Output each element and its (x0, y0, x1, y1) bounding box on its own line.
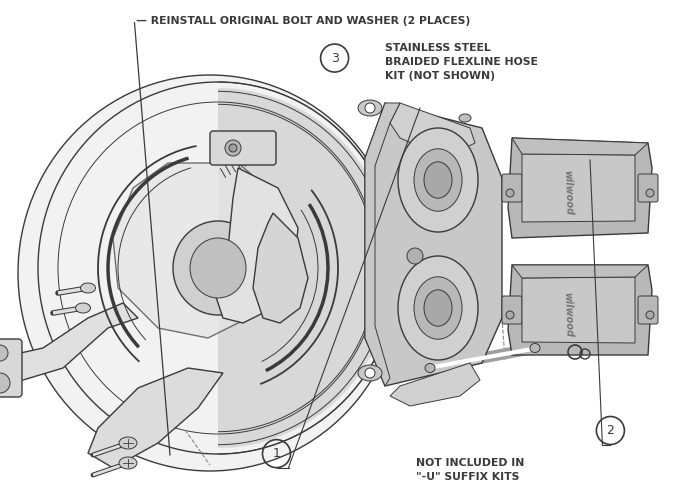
Text: "-U" SUFFIX KITS: "-U" SUFFIX KITS (416, 472, 520, 483)
Circle shape (0, 373, 10, 393)
Circle shape (646, 189, 654, 197)
Text: 2: 2 (606, 424, 615, 437)
FancyBboxPatch shape (0, 339, 22, 397)
Ellipse shape (119, 437, 137, 449)
Ellipse shape (414, 277, 462, 339)
Circle shape (365, 368, 375, 378)
Ellipse shape (398, 256, 478, 360)
Ellipse shape (358, 365, 382, 381)
Polygon shape (113, 163, 288, 338)
Ellipse shape (80, 283, 95, 293)
Ellipse shape (358, 100, 382, 116)
FancyBboxPatch shape (502, 174, 522, 202)
Ellipse shape (530, 343, 540, 352)
Polygon shape (508, 265, 652, 355)
Polygon shape (0, 303, 138, 383)
Ellipse shape (190, 238, 246, 298)
Text: STAINLESS STEEL: STAINLESS STEEL (385, 43, 491, 53)
Text: BRAIDED FLEXLINE HOSE: BRAIDED FLEXLINE HOSE (385, 57, 538, 67)
Text: wilwood: wilwood (562, 170, 574, 216)
Ellipse shape (424, 290, 452, 326)
Ellipse shape (414, 149, 462, 211)
Circle shape (0, 345, 8, 361)
Ellipse shape (173, 221, 263, 315)
Circle shape (646, 311, 654, 319)
Polygon shape (512, 265, 648, 278)
Polygon shape (218, 88, 393, 448)
Polygon shape (365, 103, 502, 386)
Polygon shape (213, 168, 298, 323)
Circle shape (229, 144, 237, 152)
Circle shape (506, 311, 514, 319)
Ellipse shape (459, 114, 471, 122)
Polygon shape (512, 138, 648, 155)
Circle shape (407, 248, 423, 264)
Polygon shape (522, 277, 635, 343)
Circle shape (506, 189, 514, 197)
Polygon shape (390, 103, 475, 158)
Ellipse shape (398, 128, 478, 232)
Polygon shape (365, 103, 400, 386)
Polygon shape (508, 138, 652, 238)
Ellipse shape (76, 303, 90, 313)
Text: — REINSTALL ORIGINAL BOLT AND WASHER (2 PLACES): — REINSTALL ORIGINAL BOLT AND WASHER (2 … (136, 16, 470, 26)
Ellipse shape (424, 162, 452, 198)
FancyBboxPatch shape (638, 296, 658, 324)
FancyBboxPatch shape (210, 131, 276, 165)
Text: NOT INCLUDED IN: NOT INCLUDED IN (416, 459, 525, 468)
Ellipse shape (119, 457, 137, 469)
Polygon shape (390, 363, 480, 406)
Polygon shape (88, 368, 223, 468)
Polygon shape (253, 213, 308, 323)
Text: 3: 3 (330, 52, 339, 64)
Text: wilwood: wilwood (562, 292, 574, 338)
Ellipse shape (425, 364, 435, 372)
Ellipse shape (18, 75, 402, 471)
Text: KIT (NOT SHOWN): KIT (NOT SHOWN) (385, 71, 495, 81)
FancyBboxPatch shape (502, 296, 522, 324)
Circle shape (365, 103, 375, 113)
Circle shape (225, 140, 241, 156)
FancyBboxPatch shape (638, 174, 658, 202)
Text: 1: 1 (272, 447, 281, 460)
Polygon shape (522, 154, 635, 222)
